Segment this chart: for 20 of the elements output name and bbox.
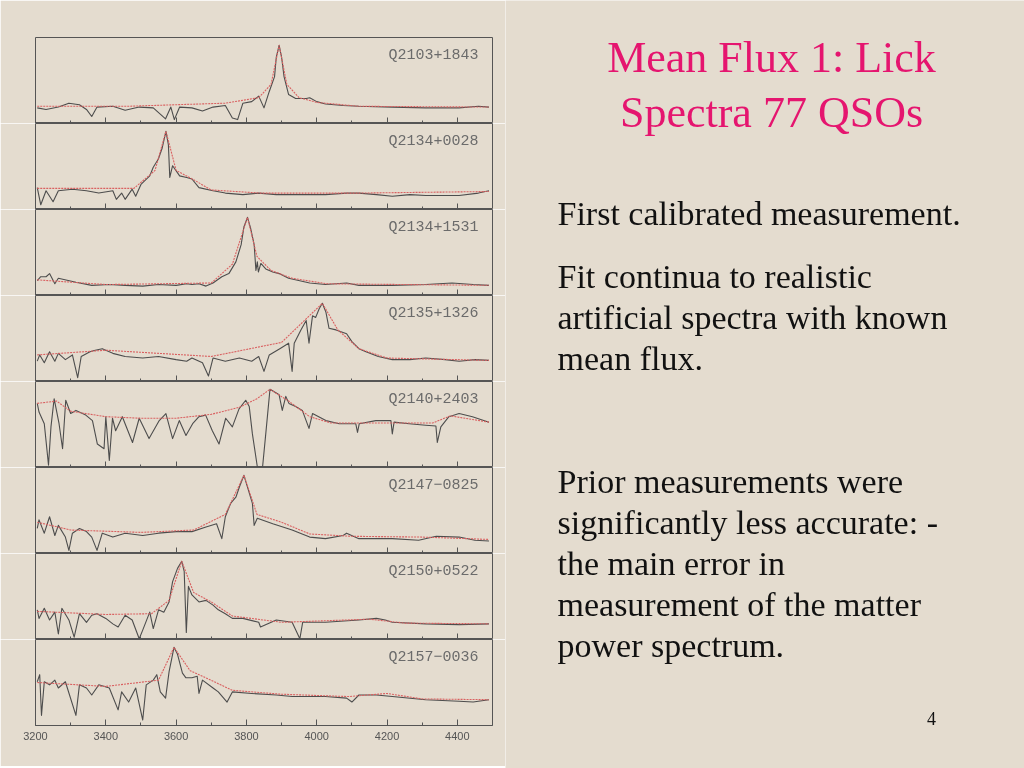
- x-tick-label: 4000: [304, 729, 329, 742]
- x-tick-label: 3200: [23, 729, 48, 742]
- chart-title: Q2150+0522: [388, 563, 479, 580]
- x-tick-label: 4200: [374, 729, 400, 742]
- chart-title: Q2147−0825: [388, 477, 479, 494]
- text: Fit continua to realistic artificial spectra with known mean flux.: [557, 258, 948, 377]
- text: 4: [927, 709, 936, 729]
- x-tick-label: 4400: [445, 729, 470, 742]
- x-tick-label: 3600: [163, 729, 189, 742]
- text: First calibrated measurement.: [557, 195, 961, 232]
- chart-title: Q2134+0028: [388, 133, 479, 150]
- x-tick-label: 3400: [93, 729, 119, 742]
- chart-title: Q2140+2403: [388, 391, 479, 408]
- chart-title: Q2103+1843: [388, 47, 479, 64]
- chart-title: Q2134+1531: [388, 219, 479, 236]
- x-tick-label: 3800: [234, 729, 259, 742]
- text: Mean Flux 1: Lick Spectra 77 QSOs: [607, 33, 936, 137]
- chart-title: Q2135+1326: [388, 305, 479, 322]
- chart-title: Q2157−0036: [388, 649, 479, 666]
- text: Prior measurements were significantly less accurate: - the main error in measurement of the matter power spectrum.: [557, 463, 938, 664]
